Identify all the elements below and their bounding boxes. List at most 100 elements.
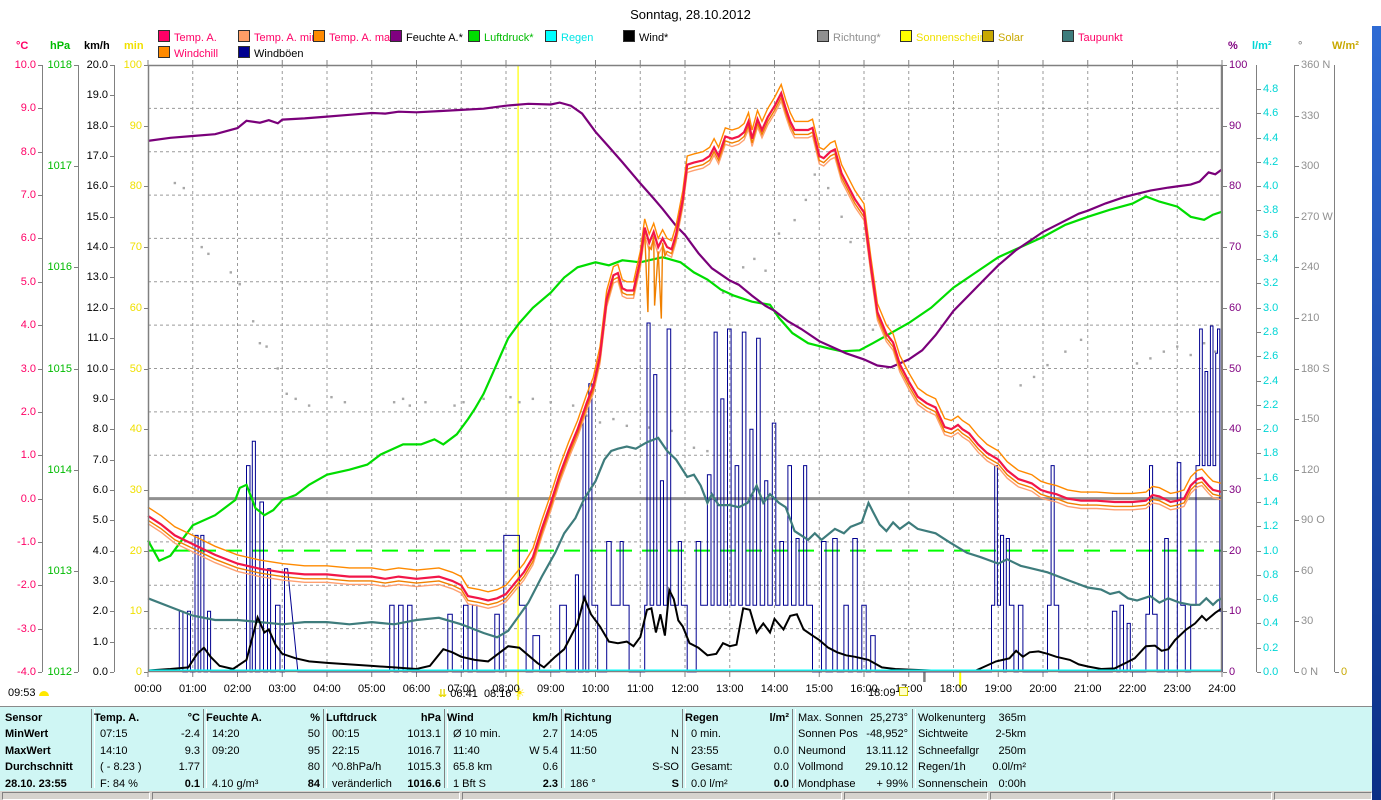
status-segment: [844, 792, 988, 800]
axis-tick: [110, 247, 114, 249]
x-tick-label: 06:00: [402, 683, 431, 695]
legend-swatch-icon: [468, 30, 480, 42]
axis-tick: [144, 307, 148, 309]
misc-cell-label: Sonnenschein: [918, 777, 988, 790]
legend-label: Solar: [998, 32, 1024, 44]
axis-tick: [38, 368, 42, 370]
table-cell-value: N: [671, 728, 679, 741]
table-col-header: Feuchte A.: [206, 712, 262, 724]
table-cell-label: 07:15: [100, 728, 128, 741]
rain-tick-label: 4.4: [1263, 131, 1279, 144]
wind-tick-label: 4.0: [92, 544, 108, 557]
rain-tick-label: 1.4: [1263, 495, 1279, 508]
axis-tick: [144, 550, 148, 552]
astro-cell-label: Mondphase: [798, 777, 856, 790]
table-cell-label: 11:40: [453, 744, 480, 757]
humidity-tick-label: 30: [1229, 483, 1242, 496]
direction-tick-label: 180 S: [1301, 362, 1330, 375]
temp-tick-label: 1.0: [20, 449, 36, 462]
axis-tick: [38, 151, 42, 153]
axis-tick: [1295, 621, 1299, 623]
table-col-header: Richtung: [564, 712, 612, 724]
wind-axis-unit: km/h: [84, 40, 110, 52]
legend-item: Temp. A. min: [238, 30, 318, 44]
direction-tick-label: 360 N: [1301, 59, 1331, 71]
minutes-tick-label: 100: [123, 59, 142, 71]
misc-cell-label: Schneefallgr: [918, 744, 980, 757]
status-segment: [2, 792, 150, 800]
minutes-axis-unit: min: [124, 40, 144, 52]
pressure-tick-label: 1017: [47, 160, 72, 173]
humidity-axis-unit: %: [1228, 40, 1238, 52]
x-tick-label: 10:00: [581, 683, 610, 695]
legend-label: Luftdruck*: [484, 32, 534, 44]
axis-tick: [1257, 647, 1261, 649]
rain-tick-label: 2.8: [1263, 325, 1279, 338]
axis-tick: [1223, 307, 1227, 309]
wind-tick-label: 12.0: [86, 301, 108, 314]
table-col-unit: %: [310, 712, 320, 724]
axis-tick: [1257, 453, 1261, 455]
axis-tick: [1223, 247, 1227, 249]
astro-cell-label: Sonnen Pos: [798, 728, 858, 741]
table-col-unit: hPa: [420, 712, 441, 724]
wind-tick-label: 5.0: [92, 514, 108, 527]
wind-tick-label: 18.0: [86, 119, 108, 132]
rain-axis-line: [1256, 65, 1257, 672]
table-cell-value: 1016.6: [407, 777, 441, 790]
rain-tick-label: 1.8: [1263, 447, 1279, 460]
minutes-tick-label: 60: [129, 301, 142, 314]
table-separator: [912, 709, 916, 788]
direction-axis-line: [1294, 65, 1295, 672]
misc-cell-label: Wolkenunterg: [918, 712, 986, 724]
axis-tick: [1223, 672, 1227, 673]
status-segment: [1274, 792, 1372, 800]
x-tick-label: 11:00: [626, 683, 654, 695]
x-tick-label: 19:00: [984, 683, 1013, 695]
solar-axis-line: [1334, 65, 1335, 672]
rain-tick-label: 3.2: [1263, 277, 1279, 290]
pressure-tick-label: 1012: [47, 666, 72, 678]
axis-tick: [1257, 186, 1261, 188]
table-cell-value: 0.0: [773, 777, 789, 790]
x-tick-label: 21:00: [1073, 683, 1102, 695]
pressure-axis-line: [78, 65, 79, 672]
rain-tick-label: 4.0: [1263, 180, 1279, 193]
direction-tick-label: 120: [1301, 463, 1320, 476]
legend-item: Solar: [982, 30, 1024, 44]
legend-label: Wind*: [639, 32, 669, 44]
table-cell-label: 14:05: [570, 728, 598, 741]
axis-tick: [1257, 574, 1261, 576]
legend-label: Regen: [561, 32, 594, 44]
legend-swatch-icon: [623, 30, 635, 42]
legend-label: Richtung*: [833, 32, 881, 44]
temp-tick-label: 3.0: [20, 362, 36, 375]
axis-tick: [1295, 570, 1299, 572]
axis-tick: [1295, 65, 1299, 66]
axis-tick: [1257, 89, 1261, 90]
pressure-tick-label: 1018: [47, 59, 72, 71]
axis-tick: [110, 489, 114, 491]
legend-item: Taupunkt: [1062, 30, 1123, 44]
axis-tick: [110, 520, 114, 522]
table-cell-label: 11:50: [570, 744, 597, 757]
axis-tick: [38, 281, 42, 283]
table-cell-value: 50: [307, 728, 320, 741]
axis-tick: [1257, 307, 1261, 309]
x-tick-label: 09:00: [536, 683, 565, 695]
axis-tick: [1257, 356, 1261, 358]
wind-tick-label: 16.0: [86, 180, 108, 193]
axis-tick: [1257, 550, 1261, 552]
axis-tick: [1295, 166, 1299, 168]
axis-tick: [38, 65, 42, 66]
table-cell-value: 1.77: [178, 761, 200, 774]
table-cell-label: 0.0 l/m²: [691, 777, 728, 790]
table-col-unit: [564, 710, 679, 726]
table-row-header: MinWert: [5, 728, 49, 741]
legend-label: Feuchte A.*: [406, 32, 463, 44]
minutes-tick-label: 70: [129, 241, 142, 254]
direction-tick-label: 0 N: [1301, 666, 1319, 678]
rain-tick-label: 3.0: [1263, 301, 1279, 314]
rain-tick-label: 0.8: [1263, 568, 1279, 581]
axis-tick: [110, 216, 114, 218]
